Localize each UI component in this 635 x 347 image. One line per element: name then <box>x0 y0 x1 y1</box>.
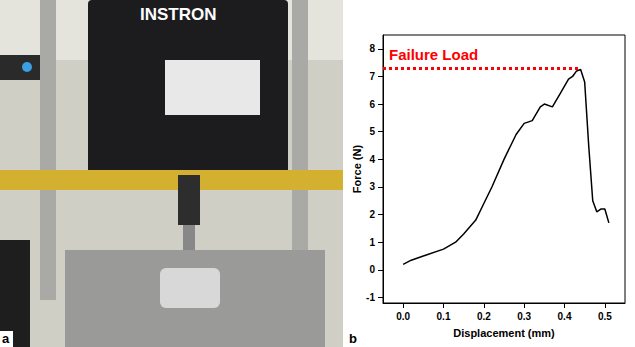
svg-text:0.1: 0.1 <box>437 311 451 322</box>
svg-text:4: 4 <box>369 154 375 165</box>
svg-text:1: 1 <box>369 237 375 248</box>
svg-text:0.5: 0.5 <box>598 311 612 322</box>
svg-text:8: 8 <box>369 43 375 54</box>
svg-text:Failure Load: Failure Load <box>389 46 478 63</box>
svg-text:3: 3 <box>369 181 375 192</box>
svg-text:5: 5 <box>369 126 375 137</box>
svg-text:Force (N): Force (N) <box>351 145 363 194</box>
svg-text:Displacement (mm): Displacement (mm) <box>453 327 555 339</box>
svg-text:7: 7 <box>369 71 375 82</box>
svg-text:0.0: 0.0 <box>396 311 410 322</box>
svg-text:0.2: 0.2 <box>477 311 491 322</box>
svg-text:0: 0 <box>369 264 375 275</box>
svg-text:a: a <box>2 331 10 346</box>
svg-text:b: b <box>349 331 357 346</box>
svg-text:2: 2 <box>369 209 375 220</box>
svg-text:-1: -1 <box>366 292 375 303</box>
svg-text:INSTRON: INSTRON <box>140 5 217 24</box>
svg-text:0.4: 0.4 <box>558 311 572 322</box>
svg-text:6: 6 <box>369 99 375 110</box>
svg-text:0.3: 0.3 <box>517 311 531 322</box>
